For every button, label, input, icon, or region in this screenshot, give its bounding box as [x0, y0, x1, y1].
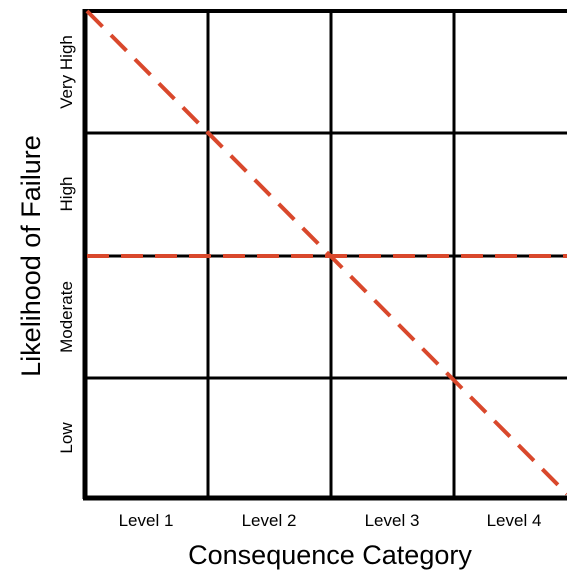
x-level-label-2: Level 2 [242, 511, 297, 530]
x-level-label-1: Level 1 [119, 511, 174, 530]
x-level-label-3: Level 3 [365, 511, 420, 530]
x-level-label-4: Level 4 [487, 511, 542, 530]
x-axis-title: Consequence Category [188, 540, 472, 570]
y-axis-title: Likelihood of Failure [16, 135, 46, 377]
y-level-label-very-high: Very High [57, 35, 76, 109]
y-level-label-moderate: Moderate [57, 281, 76, 353]
diagonal-threshold-line [85, 9, 567, 496]
y-level-label-high: High [57, 177, 76, 212]
threshold-lines [85, 9, 567, 496]
y-level-label-low: Low [57, 422, 76, 454]
